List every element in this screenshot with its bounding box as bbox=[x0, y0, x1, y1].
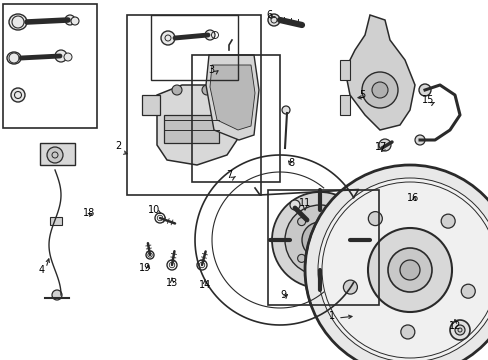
Bar bbox=[267, 190, 378, 305]
Circle shape bbox=[64, 53, 72, 61]
Bar bbox=[151, 15, 238, 80]
Ellipse shape bbox=[7, 52, 21, 64]
Circle shape bbox=[271, 192, 367, 288]
Bar bbox=[142, 95, 160, 115]
Bar bbox=[50, 217, 62, 225]
Circle shape bbox=[367, 212, 382, 226]
Circle shape bbox=[440, 214, 454, 228]
Polygon shape bbox=[157, 85, 237, 165]
Circle shape bbox=[454, 325, 464, 335]
Circle shape bbox=[302, 222, 337, 258]
Circle shape bbox=[11, 88, 25, 102]
Polygon shape bbox=[345, 15, 414, 130]
Bar bbox=[3, 4, 97, 128]
Circle shape bbox=[367, 228, 451, 312]
Circle shape bbox=[202, 85, 212, 95]
Bar bbox=[192, 55, 280, 182]
Text: 16: 16 bbox=[406, 193, 418, 203]
Polygon shape bbox=[209, 65, 254, 130]
Circle shape bbox=[71, 17, 79, 25]
Circle shape bbox=[317, 178, 488, 360]
Circle shape bbox=[311, 232, 327, 248]
Circle shape bbox=[399, 260, 419, 280]
Bar bbox=[40, 143, 75, 165]
Text: 3: 3 bbox=[207, 65, 214, 75]
Circle shape bbox=[460, 284, 474, 298]
Circle shape bbox=[416, 172, 432, 188]
Circle shape bbox=[403, 189, 415, 201]
Text: 2: 2 bbox=[115, 141, 121, 151]
Text: 13: 13 bbox=[165, 278, 178, 288]
Circle shape bbox=[52, 290, 62, 300]
Circle shape bbox=[297, 255, 305, 262]
Text: 18: 18 bbox=[82, 208, 95, 218]
Circle shape bbox=[387, 248, 431, 292]
Circle shape bbox=[334, 255, 342, 262]
Text: 19: 19 bbox=[139, 263, 151, 273]
Circle shape bbox=[47, 147, 63, 163]
Bar bbox=[163, 115, 219, 143]
Text: 12: 12 bbox=[448, 321, 460, 331]
Circle shape bbox=[9, 53, 19, 63]
Circle shape bbox=[161, 31, 175, 45]
Ellipse shape bbox=[9, 14, 27, 30]
Circle shape bbox=[65, 15, 75, 25]
Circle shape bbox=[334, 217, 342, 226]
Circle shape bbox=[204, 30, 215, 40]
Text: 6: 6 bbox=[265, 10, 271, 20]
Text: 4: 4 bbox=[39, 265, 45, 275]
Circle shape bbox=[378, 139, 390, 151]
Text: 1: 1 bbox=[328, 311, 334, 321]
Text: 11: 11 bbox=[298, 198, 310, 208]
Circle shape bbox=[361, 72, 397, 108]
Text: 15: 15 bbox=[421, 95, 433, 105]
Text: 5: 5 bbox=[358, 90, 365, 100]
Circle shape bbox=[343, 280, 357, 294]
Bar bbox=[339, 60, 349, 80]
Text: 8: 8 bbox=[287, 158, 293, 168]
Bar bbox=[127, 15, 261, 195]
Text: 14: 14 bbox=[199, 280, 211, 290]
Text: 10: 10 bbox=[147, 205, 160, 215]
Circle shape bbox=[12, 16, 24, 28]
Circle shape bbox=[400, 325, 414, 339]
Circle shape bbox=[297, 217, 305, 226]
Circle shape bbox=[418, 84, 430, 96]
Circle shape bbox=[267, 14, 280, 26]
Circle shape bbox=[449, 320, 469, 340]
Circle shape bbox=[285, 205, 354, 275]
Circle shape bbox=[55, 50, 67, 62]
Text: 7: 7 bbox=[225, 170, 232, 180]
Circle shape bbox=[289, 200, 299, 210]
Polygon shape bbox=[205, 55, 259, 140]
Text: 9: 9 bbox=[279, 290, 285, 300]
Text: 17: 17 bbox=[374, 142, 386, 152]
Circle shape bbox=[305, 165, 488, 360]
Circle shape bbox=[371, 82, 387, 98]
Bar bbox=[339, 95, 349, 115]
Circle shape bbox=[414, 135, 424, 145]
Circle shape bbox=[172, 85, 182, 95]
Circle shape bbox=[282, 106, 289, 114]
